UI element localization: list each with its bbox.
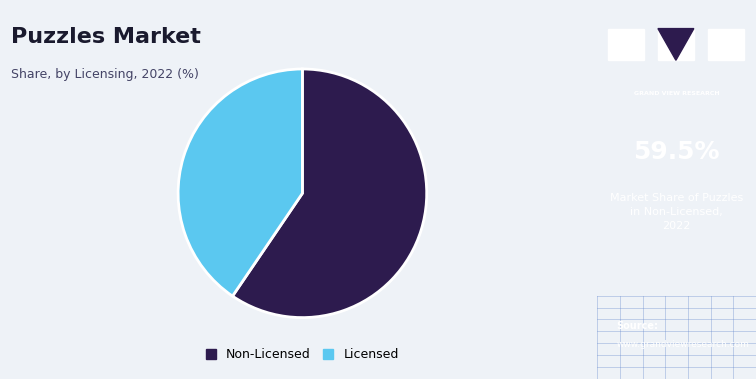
Text: 59.5%: 59.5%	[634, 139, 720, 164]
Text: Market Share of Puzzles
in Non-Licensed,
2022: Market Share of Puzzles in Non-Licensed,…	[610, 193, 743, 231]
Text: Share, by Licensing, 2022 (%): Share, by Licensing, 2022 (%)	[11, 68, 200, 81]
Legend: Non-Licensed, Licensed: Non-Licensed, Licensed	[206, 348, 398, 361]
Text: www.grandviewresearch.com: www.grandviewresearch.com	[616, 340, 749, 349]
Polygon shape	[658, 28, 694, 60]
Text: Puzzles Market: Puzzles Market	[11, 27, 201, 47]
Wedge shape	[178, 69, 302, 296]
Bar	[658, 28, 694, 60]
Text: GRAND VIEW RESEARCH: GRAND VIEW RESEARCH	[634, 91, 720, 96]
Bar	[608, 28, 643, 60]
Text: Source:: Source:	[616, 321, 658, 331]
Wedge shape	[233, 69, 426, 318]
Bar	[708, 28, 744, 60]
